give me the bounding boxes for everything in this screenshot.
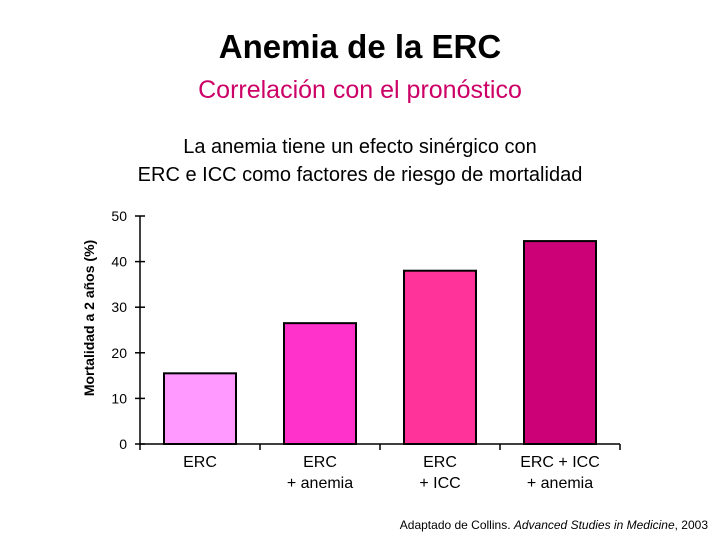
y-tick-label-30: 30 <box>111 299 127 315</box>
y-tick-label-50: 50 <box>111 208 127 224</box>
page-title: Anemia de la ERC <box>218 28 502 65</box>
x-category-label-2-line-2: + anemia <box>287 475 353 492</box>
x-category-label-2-line-1: ERC <box>303 454 337 471</box>
y-tick-label-10: 10 <box>111 390 127 406</box>
chart-caption: La anemia tiene un efecto sinérgico con … <box>0 133 720 189</box>
source-journal: Advanced Studies in Medicine <box>513 518 675 532</box>
bar-2 <box>283 322 357 445</box>
source-suffix: , 2003 <box>674 518 708 532</box>
bar-3 <box>403 269 477 445</box>
caption-line-2: ERC e ICC como factores de riesgo de mor… <box>137 164 583 186</box>
caption-line-1: La anemia tiene un efecto sinérgico con <box>183 136 537 158</box>
y-tick-label-40: 40 <box>111 254 127 270</box>
source-citation: Adaptado de Collins. Advanced Studies in… <box>400 518 708 532</box>
y-tick-label-0: 0 <box>119 436 127 452</box>
page-subtitle: Correlación con el pronóstico <box>198 76 522 104</box>
x-category-label-4-line-2: + anemia <box>527 475 593 492</box>
x-category-label-3-line-2: + ICC <box>419 475 460 492</box>
x-category-label-1-line-1: ERC <box>183 454 217 471</box>
x-category-label-4-line-1: ERC + ICC <box>520 454 600 471</box>
source-prefix: Adaptado de Collins. <box>399 518 514 532</box>
y-axis-label: Mortalidad a 2 años (%) <box>81 240 97 396</box>
y-tick-label-20: 20 <box>111 345 127 361</box>
bar-1 <box>163 372 237 446</box>
bar-4 <box>523 240 597 445</box>
x-category-label-3-line-1: ERC <box>423 454 457 471</box>
